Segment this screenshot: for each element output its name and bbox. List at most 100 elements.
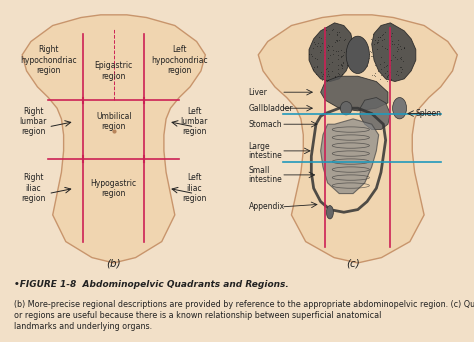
Point <box>387 57 394 63</box>
Point <box>379 31 386 36</box>
Point <box>323 65 331 70</box>
Point <box>390 52 397 57</box>
Polygon shape <box>372 23 416 81</box>
Point <box>381 70 389 76</box>
Text: Right
lumbar
region: Right lumbar region <box>19 107 47 136</box>
Point <box>365 55 373 61</box>
Point <box>386 42 393 48</box>
Point <box>397 47 404 52</box>
Point <box>374 39 381 44</box>
Text: Liver: Liver <box>248 88 267 97</box>
Point <box>336 72 343 77</box>
Point <box>401 45 408 51</box>
Point <box>367 49 374 55</box>
Point <box>387 76 395 81</box>
Point <box>337 62 345 67</box>
Point <box>324 68 331 74</box>
Point <box>320 53 328 58</box>
Point <box>393 44 401 49</box>
Point <box>317 49 324 55</box>
Point <box>386 38 394 43</box>
Text: (b) More-precise regional descriptions are provided by reference to the appropri: (b) More-precise regional descriptions a… <box>14 300 474 331</box>
Point <box>399 66 406 71</box>
Point <box>378 43 386 49</box>
Point <box>333 31 341 37</box>
Point <box>319 71 327 77</box>
Point <box>312 55 319 61</box>
Point <box>397 55 404 61</box>
Point <box>380 36 388 41</box>
Polygon shape <box>22 15 205 263</box>
Text: Left
iliac
region: Left iliac region <box>182 173 207 203</box>
Point <box>325 44 333 49</box>
Point <box>337 35 344 40</box>
Point <box>339 60 347 66</box>
Polygon shape <box>320 119 379 194</box>
Point <box>315 35 323 40</box>
Point <box>371 41 378 47</box>
Point <box>313 43 321 49</box>
Point <box>310 64 318 69</box>
Point <box>346 52 354 58</box>
Point <box>386 57 393 62</box>
Point <box>364 58 371 64</box>
Point <box>318 74 326 79</box>
Point <box>335 66 342 72</box>
Polygon shape <box>360 97 390 130</box>
Point <box>392 71 400 76</box>
Point <box>321 70 328 75</box>
Point <box>320 72 328 77</box>
Point <box>401 44 408 50</box>
Point <box>322 66 330 71</box>
Point <box>381 29 389 35</box>
Point <box>383 63 391 68</box>
Point <box>363 64 371 69</box>
Point <box>380 60 388 65</box>
Point <box>384 73 392 78</box>
Point <box>325 61 332 67</box>
Point <box>394 41 402 47</box>
Point <box>338 54 346 59</box>
Point <box>334 62 341 67</box>
Point <box>371 73 378 78</box>
Point <box>376 77 384 82</box>
Point <box>343 63 351 68</box>
Point <box>332 74 339 80</box>
Text: Gallbladder: Gallbladder <box>248 104 293 113</box>
Point <box>388 41 396 47</box>
Point <box>333 37 340 43</box>
Point <box>332 38 339 43</box>
Point <box>386 44 394 49</box>
Point <box>394 48 401 53</box>
Point <box>383 46 391 52</box>
Point <box>374 68 382 74</box>
Point <box>322 27 330 32</box>
Point <box>328 68 336 74</box>
Point <box>309 67 317 72</box>
Point <box>339 52 347 57</box>
Point <box>334 57 342 62</box>
Point <box>318 47 325 52</box>
Point <box>339 59 346 65</box>
Point <box>317 69 325 75</box>
Point <box>312 71 320 77</box>
Circle shape <box>340 102 352 115</box>
Point <box>367 36 374 41</box>
Point <box>398 54 405 60</box>
Point <box>383 68 391 74</box>
Point <box>377 72 384 78</box>
Point <box>373 40 381 46</box>
Point <box>363 48 371 53</box>
Point <box>328 28 336 33</box>
Point <box>393 56 401 62</box>
Point <box>335 37 343 42</box>
Point <box>386 40 393 45</box>
Text: (b): (b) <box>107 258 121 268</box>
Point <box>382 63 390 68</box>
Text: Right
iliac
region: Right iliac region <box>21 173 46 203</box>
Text: Stomach: Stomach <box>248 120 282 129</box>
Point <box>335 70 342 76</box>
Point <box>363 63 370 68</box>
Point <box>388 30 395 36</box>
Point <box>369 31 377 37</box>
